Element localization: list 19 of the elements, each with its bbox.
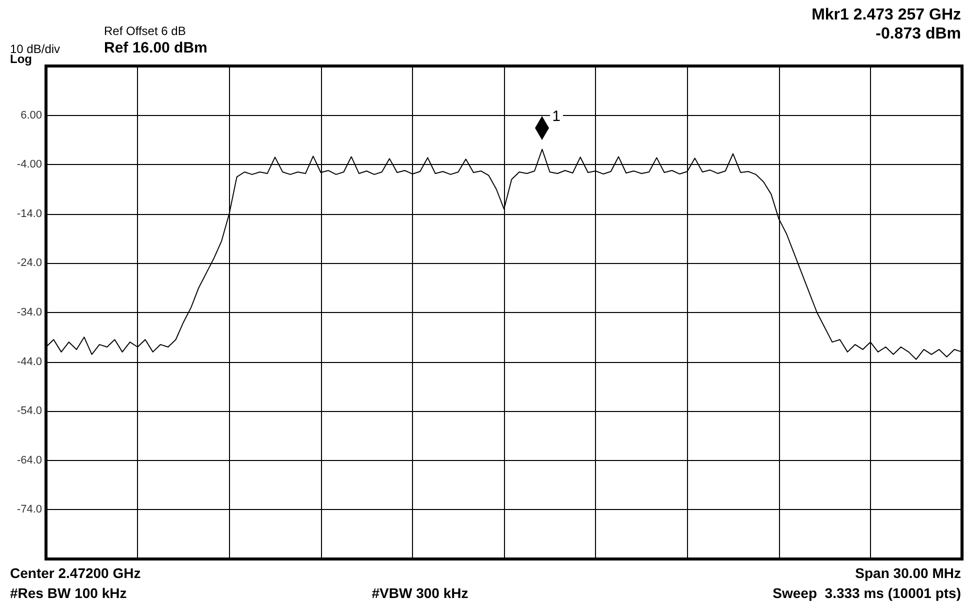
y-tick-label: -44.0 (16, 356, 42, 368)
y-tick-label: -24.0 (16, 257, 42, 270)
text: Span 30.00 MHz (855, 565, 961, 581)
y-tick-label: -74.0 (16, 504, 42, 516)
text: #VBW 300 kHz (372, 585, 468, 601)
y-tick-label: -34.0 (16, 306, 42, 318)
annotation: 1 (550, 108, 562, 126)
y-tick-label: -14.0 (16, 208, 42, 220)
y-tick-label: -64.0 (16, 454, 42, 466)
text: Ref Offset 6 dB (104, 24, 186, 38)
y-tick-label: -4.00 (16, 158, 42, 171)
y-tick-label: 6.00 (20, 109, 42, 122)
text: Mkr1 2.473 257 GHz (812, 6, 961, 24)
text: Center 2.47200 GHz (10, 565, 141, 581)
text: #Res BW 100 kHz (10, 585, 127, 601)
text: Ref 16.00 dBm (104, 40, 208, 56)
text: Sweep 3.333 ms (10001 pts) (772, 585, 961, 601)
y-tick-label: -54.0 (16, 405, 42, 418)
text: -0.873 dBm (876, 26, 961, 42)
